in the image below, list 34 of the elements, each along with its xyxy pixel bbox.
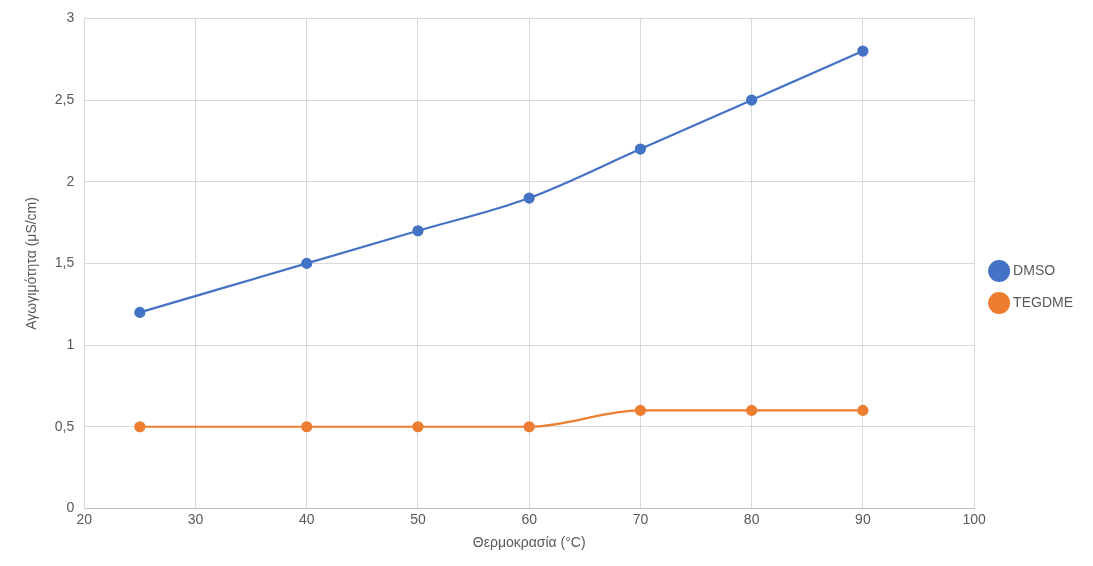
x-tick-label: 30 (187, 510, 204, 527)
y-tick-label: 3 (66, 9, 75, 26)
point (746, 94, 758, 106)
y-tick-label: 0 (66, 499, 75, 516)
y-tick-label: 0,5 (54, 417, 75, 434)
point (134, 306, 146, 318)
x-tick-label: 60 (521, 510, 538, 527)
point (746, 404, 758, 416)
point (857, 45, 869, 57)
x-tick-label: 80 (743, 510, 760, 527)
y-tick-label: 2,5 (54, 90, 75, 107)
point (301, 421, 313, 433)
legend-label: TEGDME (1013, 293, 1073, 310)
x-tick-label: 20 (76, 510, 93, 527)
x-tick-label: 40 (298, 510, 315, 527)
x-tick-label: 70 (632, 510, 649, 527)
point (301, 257, 313, 269)
y-tick-label: 1 (66, 335, 75, 352)
x-axis-title: Θερμοκρασία (°C) (472, 534, 586, 551)
x-tick-label: 100 (962, 510, 986, 527)
point (134, 421, 146, 433)
point (634, 404, 647, 416)
x-tick-label: 90 (855, 510, 871, 527)
legend-label: DMSO (1013, 261, 1056, 278)
y-tick-label: 2 (66, 172, 75, 189)
point (634, 143, 647, 155)
point (523, 192, 535, 204)
point (523, 421, 535, 433)
x-tick-label: 50 (410, 510, 426, 527)
y-axis-title: Αγωγιμότητα (μS/cm) (23, 197, 40, 330)
point (412, 225, 424, 237)
point (857, 404, 869, 416)
y-tick-label: 1,5 (54, 254, 75, 271)
point (412, 421, 424, 433)
